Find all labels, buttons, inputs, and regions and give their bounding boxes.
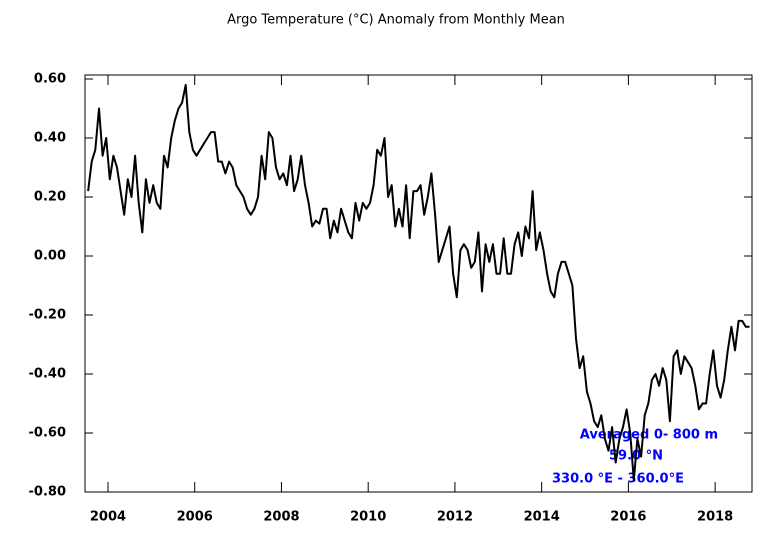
x-tick-label: 2004: [90, 510, 126, 525]
chart-title: Argo Temperature (°C) Anomaly from Month…: [227, 13, 565, 28]
plot-frame: [84, 74, 753, 493]
x-tick-label: 2014: [524, 510, 560, 525]
y-tick-label: -0.80: [29, 485, 66, 500]
y-tick-label: 0.00: [34, 249, 66, 264]
annotation: Averaged 0- 800 m: [580, 428, 718, 443]
data-line: [87, 83, 750, 482]
x-tick-label: 2008: [263, 510, 299, 525]
y-tick-label: -0.40: [29, 367, 66, 382]
annotation: 330.0 °E - 360.0°E: [552, 472, 684, 487]
y-tick-label: 0.20: [34, 190, 66, 205]
y-tick-label: -0.20: [29, 308, 66, 323]
x-tick-label: 2018: [697, 510, 733, 525]
x-tick-label: 2010: [350, 510, 386, 525]
x-tick-label: 2012: [437, 510, 473, 525]
y-tick-label: 0.40: [34, 131, 66, 146]
y-tick-label: -0.60: [29, 426, 66, 441]
x-tick-label: 2016: [610, 510, 646, 525]
y-tick-label: 0.60: [34, 72, 66, 87]
x-tick-label: 2006: [177, 510, 213, 525]
